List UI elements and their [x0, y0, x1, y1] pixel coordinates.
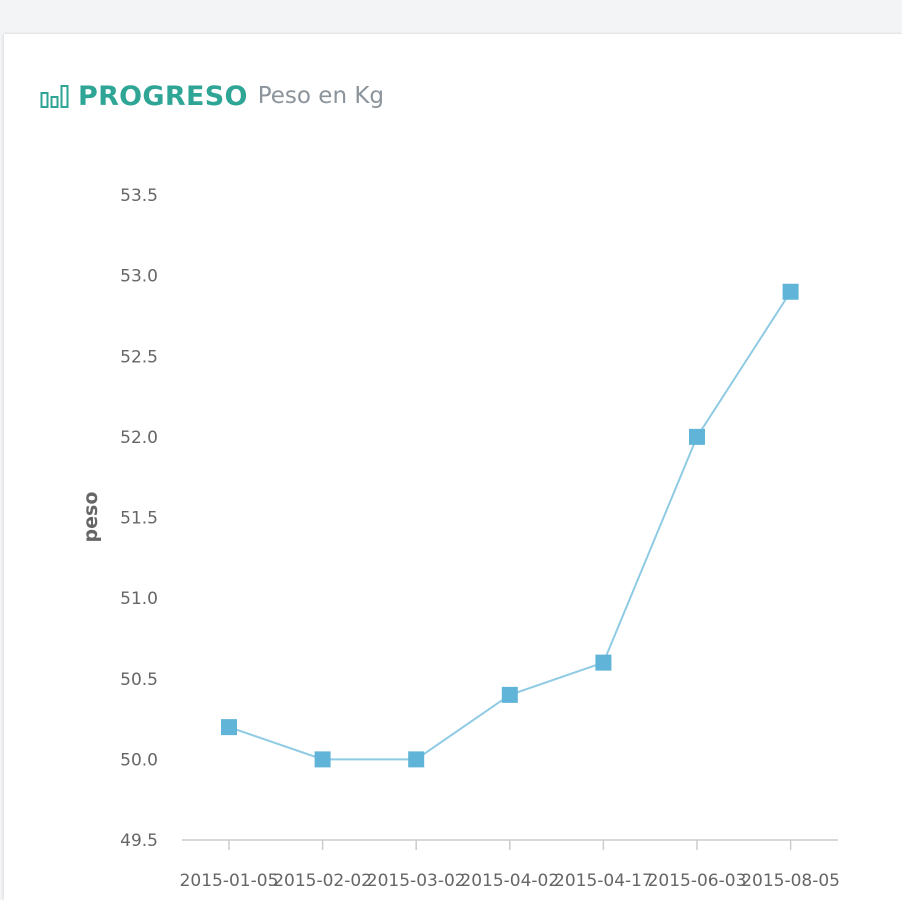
y-tick-label: 52.0 [120, 428, 158, 448]
x-axis: 2015-01-052015-02-022015-03-022015-04-02… [180, 839, 840, 891]
y-axis: 49.5 50.0 50.5 51.0 51.5 52.0 52.5 53.0 53.5 [120, 186, 158, 851]
x-tick-label: 2015-06-03 [648, 871, 747, 891]
data-point[interactable] [221, 719, 237, 736]
y-tick-label: 51.0 [120, 589, 158, 609]
card-subtitle: Peso en Kg [257, 83, 385, 109]
y-tick-label: 51.5 [120, 509, 158, 529]
y-axis-title: peso [80, 492, 102, 543]
y-tick-label: 52.5 [120, 347, 158, 367]
y-tick-label: 53.0 [120, 267, 158, 287]
card-header: PROGRESO Peso en Kg [40, 78, 384, 114]
x-tick-label: 2015-04-02 [460, 871, 559, 891]
card-title: PROGRESO [78, 80, 248, 112]
x-tick-label: 2015-08-05 [741, 871, 840, 891]
y-tick-label: 53.5 [120, 186, 158, 206]
bar-chart-icon [40, 85, 69, 108]
data-point[interactable] [782, 283, 799, 300]
y-tick-label: 50.5 [120, 670, 158, 690]
x-tick-label: 2015-01-05 [180, 871, 279, 891]
data-point[interactable] [408, 751, 425, 768]
data-point[interactable] [314, 751, 331, 768]
x-tick-label: 2015-03-02 [367, 871, 466, 891]
data-point[interactable] [595, 654, 612, 671]
x-tick-label: 2015-02-02 [273, 871, 372, 891]
progress-card: PROGRESO Peso en Kg [4, 34, 902, 900]
x-tick-label: 2015-04-17 [554, 871, 653, 891]
series-points [221, 283, 799, 768]
y-tick-label: 50.0 [120, 750, 158, 770]
data-point[interactable] [689, 428, 705, 445]
y-tick-label: 49.5 [120, 831, 158, 851]
data-point[interactable] [501, 686, 518, 703]
